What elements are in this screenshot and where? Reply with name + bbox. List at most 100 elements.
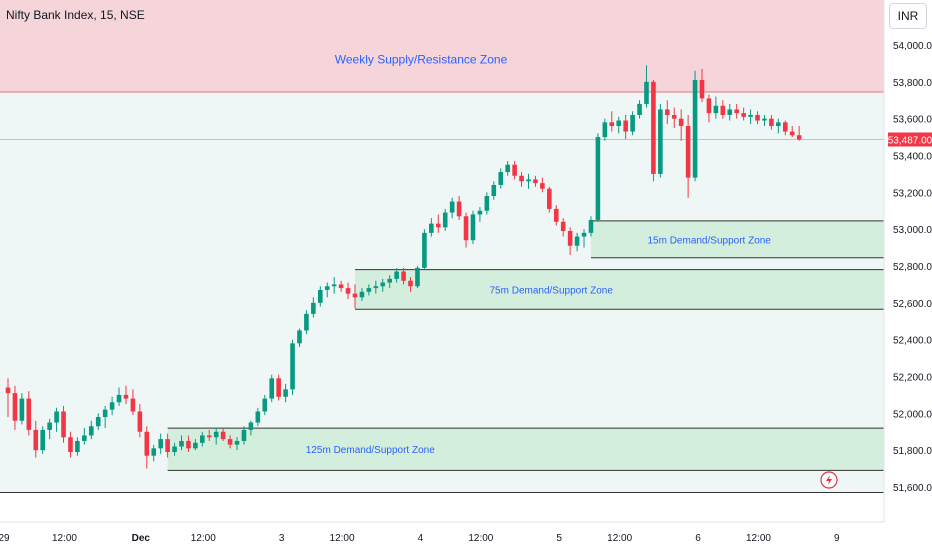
candle-body: [630, 114, 635, 132]
candle-body: [789, 131, 795, 136]
candle-body: [206, 435, 212, 438]
time-tick-label: 4: [418, 533, 424, 544]
candle-body: [82, 435, 87, 441]
candle-body: [338, 284, 344, 289]
zone-rect: [355, 269, 884, 310]
candle-body: [463, 216, 469, 241]
candle-body: [179, 440, 184, 447]
candle-body: [54, 411, 59, 423]
candle-body: [665, 109, 670, 115]
last-price-badge: [888, 132, 932, 147]
candle-body: [553, 208, 559, 222]
candle-body: [671, 114, 677, 119]
candle-body: [408, 280, 413, 287]
candle-body: [533, 179, 538, 184]
candle-body: [616, 120, 622, 127]
candle-body: [429, 223, 434, 233]
time-tick-label: 12:00: [607, 533, 632, 544]
candle-body: [123, 394, 129, 399]
candle-body: [47, 422, 52, 430]
zone-rect: [167, 428, 884, 471]
candle-body: [484, 196, 490, 211]
candle-body: [68, 437, 73, 453]
candle-body: [255, 411, 261, 423]
currency-button[interactable]: INR: [889, 3, 927, 29]
candle-body: [623, 120, 628, 132]
candle-body: [519, 175, 524, 182]
candle-body: [651, 81, 656, 174]
zone-label: Weekly Supply/Resistance Zone: [335, 53, 508, 67]
candle-body: [498, 172, 504, 185]
zone-rect: [590, 220, 884, 258]
candle-body: [290, 343, 295, 390]
candle-body: [5, 387, 11, 394]
candle-body: [186, 440, 191, 449]
price-tick-label: 52,600.00: [893, 299, 932, 310]
candle-body: [61, 411, 66, 438]
time-tick-label: 12:00: [746, 533, 771, 544]
price-tick-label: 53,000.00: [893, 225, 932, 236]
candle-body: [442, 212, 448, 228]
candle-body: [88, 426, 94, 436]
time-tick-label: 12:00: [52, 533, 77, 544]
price-tick-label: 53,800.00: [893, 78, 932, 89]
time-tick-label: 3: [279, 533, 285, 544]
candle-body: [165, 439, 170, 453]
zone-label: 15m Demand/Support Zone: [647, 235, 771, 246]
candle-body: [567, 231, 573, 246]
candle-body: [595, 137, 601, 220]
candle-body: [95, 417, 101, 427]
candle-body: [269, 378, 275, 399]
candle-body: [276, 378, 281, 397]
candle-body: [248, 422, 254, 430]
candle-body: [387, 278, 392, 283]
candle-body: [748, 114, 753, 117]
candle-body: [727, 109, 733, 115]
candle-body: [220, 431, 226, 440]
candle-body: [588, 219, 594, 233]
candle-body: [449, 201, 455, 213]
candle-body: [234, 440, 240, 445]
candle-body: [644, 81, 649, 104]
candle-body: [678, 118, 684, 127]
candle-body: [540, 183, 545, 189]
candle-body: [102, 409, 108, 418]
candle-body: [26, 398, 32, 430]
price-tick-label: 52,200.00: [893, 373, 932, 384]
candle-body: [297, 330, 302, 344]
candle-body: [311, 302, 316, 314]
candle-body: [352, 293, 358, 298]
zone-rect: [0, 0, 884, 92]
candle-body: [401, 271, 406, 281]
candle-body: [241, 429, 247, 441]
candle-body: [33, 429, 39, 451]
candle-body: [227, 439, 233, 445]
candle-body: [762, 118, 767, 121]
candle-body: [734, 109, 739, 114]
candle-body: [172, 446, 177, 453]
candle-body: [213, 431, 219, 438]
price-tick-label: 52,000.00: [893, 409, 932, 420]
candle-body: [776, 122, 781, 127]
candle-body: [435, 223, 441, 228]
candle-body: [491, 184, 497, 197]
candle-body: [637, 103, 642, 115]
candle-body: [12, 393, 18, 421]
candle-body: [526, 179, 531, 182]
candle-body: [200, 435, 205, 443]
candle-body: [130, 398, 136, 412]
last-price-label: 53,487.00: [888, 135, 932, 146]
candle-body: [574, 236, 580, 246]
candle-body: [782, 122, 788, 132]
price-tick-label: 54,000.00: [893, 41, 932, 52]
price-tick-label: 53,200.00: [893, 188, 932, 199]
zone-label: 125m Demand/Support Zone: [306, 445, 435, 456]
candle-body: [109, 402, 115, 410]
candle-body: [366, 288, 372, 292]
lightning-icon[interactable]: [820, 471, 838, 489]
time-axis-bg: [0, 522, 884, 550]
candle-body: [581, 232, 587, 237]
candle-body: [685, 126, 691, 178]
